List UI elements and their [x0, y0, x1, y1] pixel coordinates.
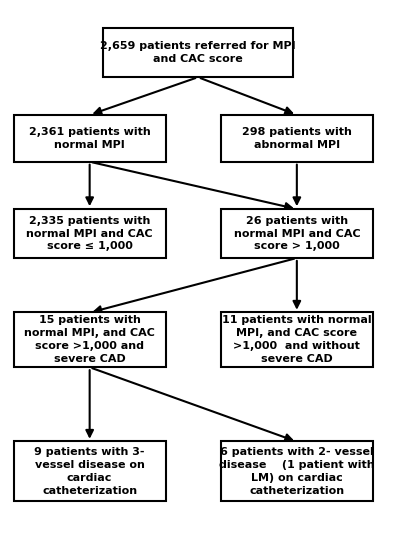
Text: 11 patients with normal
MPI, and CAC score
>1,000  and without
severe CAD: 11 patients with normal MPI, and CAC sco…	[222, 315, 372, 364]
FancyBboxPatch shape	[13, 209, 166, 258]
Text: 2,335 patients with
normal MPI and CAC
score ≤ 1,000: 2,335 patients with normal MPI and CAC s…	[27, 216, 153, 251]
FancyBboxPatch shape	[13, 441, 166, 501]
FancyBboxPatch shape	[221, 115, 373, 162]
FancyBboxPatch shape	[221, 209, 373, 258]
FancyBboxPatch shape	[221, 312, 373, 367]
Text: 2,659 patients referred for MPI
and CAC score: 2,659 patients referred for MPI and CAC …	[100, 41, 296, 64]
Text: 26 patients with
normal MPI and CAC
score > 1,000: 26 patients with normal MPI and CAC scor…	[234, 216, 360, 251]
FancyBboxPatch shape	[13, 312, 166, 367]
Text: 9 patients with 3-
vessel disease on
cardiac
catheterization: 9 patients with 3- vessel disease on car…	[34, 447, 145, 495]
FancyBboxPatch shape	[221, 441, 373, 501]
FancyBboxPatch shape	[103, 28, 293, 77]
Text: 6 patients with 2- vessel
disease    (1 patient with
LM) on cardiac
catheterizat: 6 patients with 2- vessel disease (1 pat…	[219, 447, 375, 495]
Text: 298 patients with
abnormal MPI: 298 patients with abnormal MPI	[242, 127, 352, 150]
Text: 15 patients with
normal MPI, and CAC
score >1,000 and
severe CAD: 15 patients with normal MPI, and CAC sco…	[24, 315, 155, 364]
Text: 2,361 patients with
normal MPI: 2,361 patients with normal MPI	[29, 127, 150, 150]
FancyBboxPatch shape	[13, 115, 166, 162]
